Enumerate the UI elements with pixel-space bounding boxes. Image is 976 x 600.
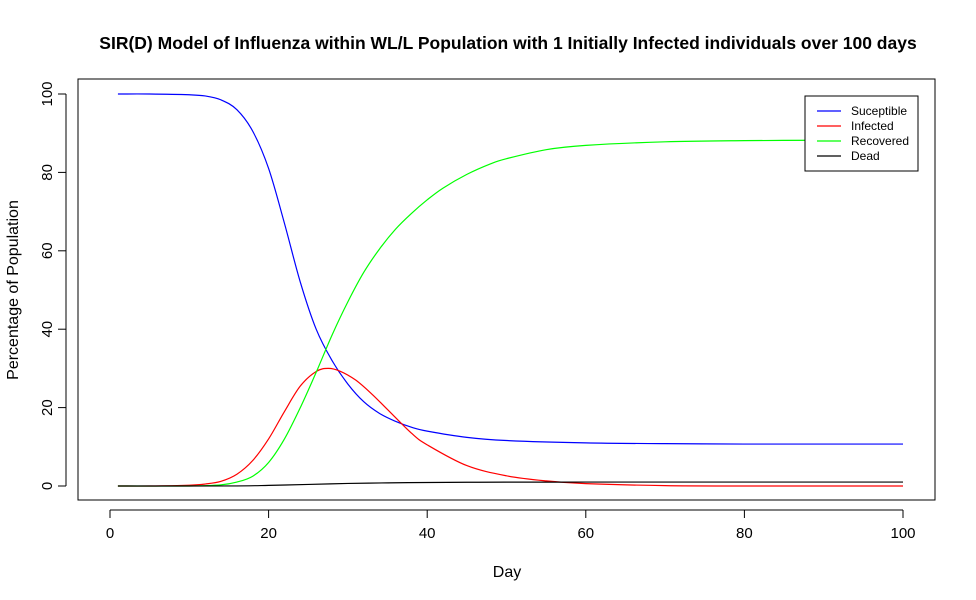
legend-box [804, 95, 919, 172]
y-axis-label: Percentage of Population [5, 200, 22, 380]
x-axis: 0 20 40 60 80 100 [106, 509, 916, 542]
x-tick-label: 80 [736, 525, 753, 542]
y-tick-label: 0 [39, 482, 56, 490]
x-tick-label: 20 [260, 525, 277, 542]
legend-label: Dead [851, 149, 880, 163]
y-tick-label: 60 [39, 242, 56, 259]
series-line-infected [117, 367, 903, 487]
legend-label: Infected [851, 119, 894, 133]
y-axis: 0 20 40 60 80 100 [39, 81, 67, 490]
x-axis-label: Day [493, 564, 521, 581]
y-tick-label: 20 [39, 399, 56, 416]
series-line-suceptible [117, 93, 903, 445]
series-lines [117, 93, 904, 487]
legend-label: Suceptible [851, 104, 907, 118]
series-line-dead [117, 481, 903, 487]
y-tick-label: 40 [39, 321, 56, 338]
series-line-recovered [117, 139, 904, 487]
legend-label: Recovered [851, 134, 909, 148]
plot-frame [77, 78, 936, 501]
x-tick-label: 40 [419, 525, 436, 542]
y-tick-label: 80 [39, 164, 56, 181]
x-tick-label: 100 [890, 525, 915, 542]
chart-title: SIR(D) Model of Influenza within WL/L Po… [99, 33, 917, 53]
y-tick-label: 100 [39, 81, 56, 106]
x-tick-label: 0 [106, 525, 114, 542]
x-tick-label: 60 [577, 525, 594, 542]
